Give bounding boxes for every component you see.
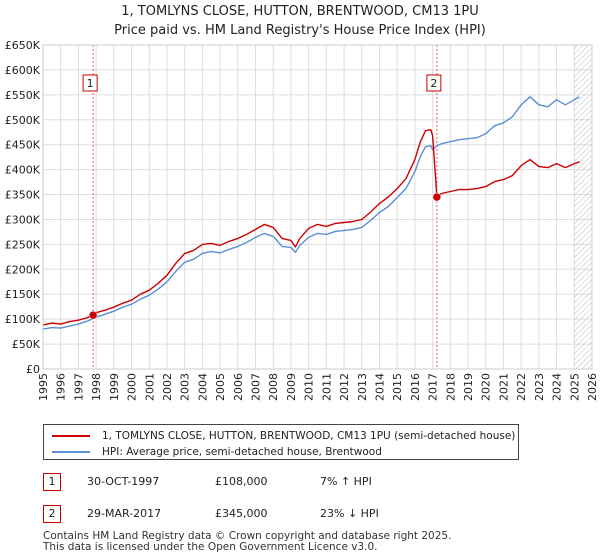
y-tick-label: £150K [5, 288, 41, 301]
y-tick-label: £450K [5, 139, 41, 152]
legend: 1, TOMLYNS CLOSE, HUTTON, BRENTWOOD, CM1… [43, 424, 519, 460]
x-tick-label: 2026 [586, 373, 599, 401]
transaction-hpi-diff: 23% ↓ HPI [320, 507, 379, 520]
sale-marker-label: 2 [430, 77, 437, 90]
x-tick-label: 2010 [303, 373, 316, 401]
x-tick-label: 2022 [515, 373, 528, 401]
x-tick-label: 2012 [338, 373, 351, 401]
transaction-price: £108,000 [215, 475, 268, 488]
sale-point [88, 310, 98, 320]
chart-title: 1, TOMLYNS CLOSE, HUTTON, BRENTWOOD, CM1… [121, 4, 479, 19]
x-tick-label: 2009 [285, 373, 298, 401]
legend-blue-line [52, 451, 90, 453]
sale-marker-box [82, 74, 98, 92]
x-tick-label: 1995 [37, 373, 50, 401]
x-tick-label: 2023 [533, 373, 546, 401]
y-tick-label: £500K [5, 114, 41, 127]
x-tick-label: 2007 [250, 373, 263, 401]
x-tick-label: 1998 [90, 373, 103, 401]
x-tick-label: 2005 [214, 373, 227, 401]
plot-frame [42, 44, 593, 370]
x-tick-label: 2002 [161, 373, 174, 401]
x-tick-label: 2014 [373, 373, 386, 401]
x-tick-label: 2020 [480, 373, 493, 401]
x-tick-label: 2019 [462, 373, 475, 401]
x-tick-label: 1996 [55, 373, 68, 401]
transaction-date: 30-OCT-1997 [87, 475, 160, 488]
series-lines [42, 96, 580, 330]
sale-marker-box [426, 74, 442, 92]
x-tick-label: 1999 [108, 373, 121, 401]
y-tick-label: £600K [5, 64, 41, 77]
x-tick-label: 2018 [444, 373, 457, 401]
y-tick-label: £0 [26, 363, 40, 376]
x-tick-label: 2013 [356, 373, 369, 401]
x-tick-label: 2025 [568, 373, 581, 401]
transaction-price: £345,000 [215, 507, 268, 520]
transaction-badge: 2 [43, 505, 61, 523]
plot-area [43, 45, 592, 369]
y-tick-label: £400K [5, 164, 41, 177]
x-tick-label: 2006 [232, 373, 245, 401]
y-tick-label: £300K [5, 213, 41, 226]
y-tick-label: £350K [5, 189, 41, 202]
y-tick-label: £250K [5, 238, 41, 251]
x-tick-label: 2000 [126, 373, 139, 401]
x-tick-label: 2021 [497, 373, 510, 401]
property-series-line [42, 129, 580, 326]
chart-subtitle: Price paid vs. HM Land Registry's House … [114, 23, 486, 38]
sale-marker-label: 1 [87, 77, 94, 90]
x-tick-label: 2004 [196, 373, 209, 401]
x-tick-label: 2015 [391, 373, 404, 401]
x-tick-label: 1997 [72, 373, 85, 401]
sale-point [432, 192, 442, 202]
x-tick-label: 2016 [409, 373, 422, 401]
legend-hpi-label: HPI: Average price, semi-detached house,… [102, 446, 382, 458]
x-tick-label: 2011 [320, 373, 333, 401]
sale-points [88, 192, 442, 320]
transaction-date: 29-MAR-2017 [87, 507, 162, 520]
footer-attribution: Contains HM Land Registry data © Crown c… [43, 530, 452, 553]
transaction-hpi-diff: 7% ↑ HPI [320, 475, 372, 488]
y-tick-label: £200K [5, 263, 41, 276]
y-tick-label: £550K [5, 89, 41, 102]
x-tick-label: 2024 [551, 373, 564, 401]
x-tick-label: 2017 [427, 373, 440, 401]
axes: £0 £50K £100K £150K £200K £250K £300K £350K £400… [5, 39, 599, 401]
transaction-badge: 1 [43, 473, 61, 491]
y-tick-label: £50K [12, 338, 41, 351]
legend-red-line [52, 435, 90, 437]
hpi-series-line [42, 96, 580, 330]
grid [42, 44, 593, 370]
y-tick-label: £650K [5, 39, 41, 52]
x-tick-label: 2008 [267, 373, 280, 401]
x-tick-label: 2001 [143, 373, 156, 401]
legend-property-label: 1, TOMLYNS CLOSE, HUTTON, BRENTWOOD, CM1… [102, 430, 516, 442]
hatched-region [574, 45, 592, 369]
future-hatched-region [574, 45, 592, 369]
y-tick-label: £100K [5, 313, 41, 326]
chart-title-block: 1, TOMLYNS CLOSE, HUTTON, BRENTWOOD, CM1… [0, 2, 600, 40]
x-tick-label: 2003 [179, 373, 192, 401]
